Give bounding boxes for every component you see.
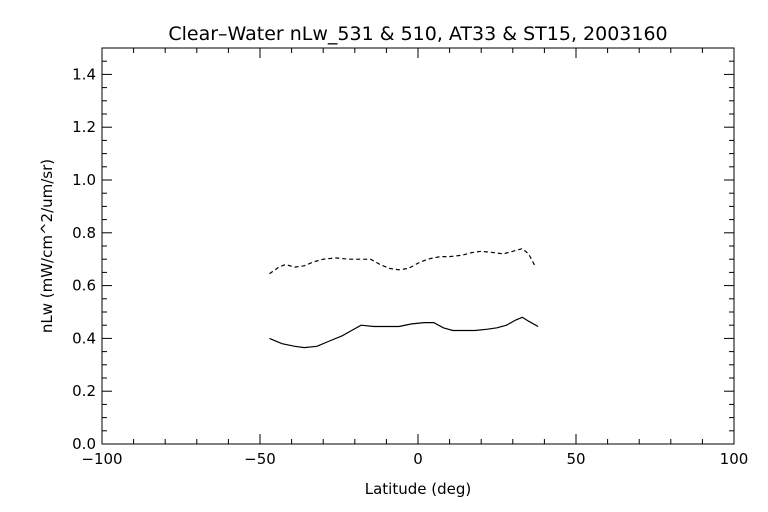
y-tick-label: 0.6 <box>72 277 96 295</box>
axis-tick-labels: −100 −50 0 50 100 0.0 0.2 0.4 0.6 0.8 1.0 1.2 1.4 <box>72 65 748 468</box>
y-tick-label: 1.4 <box>72 65 96 83</box>
x-tick-label: 0 <box>413 450 423 468</box>
y-tick-label: 1.0 <box>72 171 96 189</box>
chart-title: Clear–Water nLw_531 & 510, AT33 & ST15, … <box>168 23 667 45</box>
y-axis-label: nLw (mW/cm^2/um/sr) <box>38 159 56 333</box>
y-tick-label: 0.8 <box>72 224 96 242</box>
x-tick-label: −50 <box>244 450 276 468</box>
x-tick-label: 100 <box>720 450 749 468</box>
y-tick-label: 0.4 <box>72 329 96 347</box>
x-tick-label: −100 <box>81 450 122 468</box>
x-tick-label: 50 <box>566 450 585 468</box>
y-tick-label: 0.0 <box>72 435 96 453</box>
y-tick-label: 0.2 <box>72 382 96 400</box>
axis-ticks <box>101 48 735 445</box>
series-line-dashed <box>269 247 536 275</box>
series-group <box>269 247 539 349</box>
x-axis-label: Latitude (deg) <box>365 480 471 498</box>
series-line-solid <box>269 316 539 349</box>
y-tick-label: 1.2 <box>72 118 96 136</box>
plot-frame <box>101 47 735 445</box>
